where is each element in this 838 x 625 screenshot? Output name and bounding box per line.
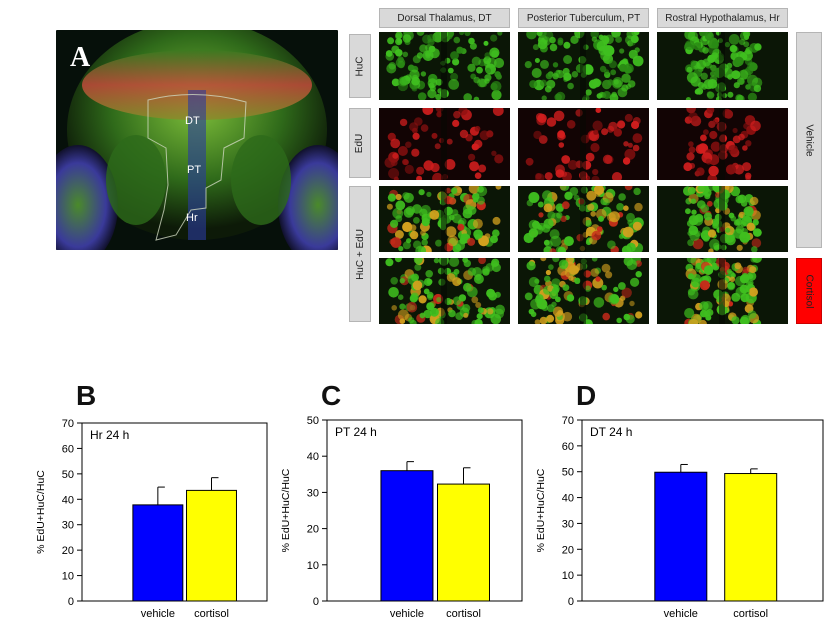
x-tick-label-cortisol: cortisol [733, 608, 768, 620]
chart-c-pt: C 0 10 20 30 40 50 % EdU+HuC/HuC PT 24 h vehicle c… [280, 380, 523, 620]
panel-letter-b: B [76, 380, 96, 411]
y-tick-label: 40 [62, 494, 74, 506]
y-tick-label: 0 [568, 596, 574, 608]
x-tick-label-vehicle: vehicle [664, 608, 698, 620]
micrograph-merge-vehicle-pt [518, 186, 649, 252]
y-tick-label: 0 [313, 596, 319, 608]
y-tick-label: 40 [562, 493, 574, 505]
condition-label-vehicle: Vehicle [796, 32, 822, 248]
column-header-dt: Dorsal Thalamus, DT [379, 8, 510, 28]
y-tick-label: 60 [562, 441, 574, 453]
micrograph-merge-vehicle-dt [379, 186, 510, 252]
y-tick-label: 30 [562, 518, 574, 530]
bar-cortisol [724, 473, 778, 602]
panel-letter-c: C [321, 380, 341, 411]
brain-overview-graphic [56, 30, 338, 250]
micrograph-merge-cortisol-hr [657, 258, 788, 324]
y-axis-label: % EdU+HuC/HuC [35, 470, 47, 554]
x-tick-label-vehicle: vehicle [141, 608, 175, 620]
row-label-huc: HuC [349, 34, 371, 98]
column-header-hr: Rostral Hypothalamus, Hr [657, 8, 788, 28]
y-tick-label: 10 [562, 570, 574, 582]
y-tick-label: 20 [62, 545, 74, 557]
chart-title: DT 24 h [590, 425, 632, 439]
y-tick-label: 10 [307, 560, 319, 572]
chart-d-dt: D 0 10 20 30 40 50 60 70 % EdU+HuC/HuC DT 24 h vehi… [535, 380, 824, 620]
y-tick-label: 30 [62, 520, 74, 532]
y-axis-label: % EdU+HuC/HuC [535, 468, 547, 552]
micrograph-merge-vehicle-hr [657, 186, 788, 252]
y-tick-label: 40 [307, 451, 319, 463]
y-tick-label: 30 [307, 487, 319, 499]
y-tick-label: 60 [62, 443, 74, 455]
micrograph-edu-vehicle-hr [657, 108, 788, 180]
region-label-pt: PT [187, 164, 202, 176]
region-label-hr: Hr [186, 212, 198, 224]
column-header-pt: Posterior Tuberculum, PT [518, 8, 649, 28]
y-tick-label: 0 [68, 596, 74, 608]
y-tick-label: 20 [562, 544, 574, 556]
chart-title: PT 24 h [335, 425, 377, 439]
bar-cortisol [437, 483, 490, 602]
y-tick-label: 10 [62, 571, 74, 583]
brain-overview-image: A DT PT Hr [56, 30, 338, 250]
micrograph-huc-vehicle-pt [518, 32, 649, 100]
y-tick-label: 70 [562, 415, 574, 427]
y-tick-label: 20 [307, 524, 319, 536]
y-tick-label: 50 [62, 469, 74, 481]
chart-title: Hr 24 h [90, 428, 129, 442]
x-tick-label-vehicle: vehicle [390, 608, 424, 620]
region-label-dt: DT [185, 115, 200, 127]
y-axis-label: % EdU+HuC/HuC [280, 468, 292, 552]
micrograph-edu-vehicle-dt [379, 108, 510, 180]
bar-vehicle [132, 504, 184, 602]
micrograph-merge-cortisol-dt [379, 258, 510, 324]
condition-label-cortisol: Cortisol [796, 258, 822, 324]
x-tick-label-cortisol: cortisol [446, 608, 481, 620]
bar-cortisol [186, 489, 237, 602]
y-tick-label: 50 [562, 467, 574, 479]
bar-vehicle [380, 470, 434, 602]
panel-letter-a: A [70, 42, 91, 73]
y-tick-label: 70 [62, 418, 74, 430]
micrograph-edu-vehicle-pt [518, 108, 649, 180]
panel-letter-d: D [576, 380, 596, 411]
chart-b-hr: B 0 10 20 30 40 50 60 70 % EdU+HuC/HuC Hr 24 h vehi… [35, 380, 268, 620]
row-label-huc-edu: HuC + EdU [349, 186, 371, 322]
bar-vehicle [654, 471, 708, 602]
micrograph-huc-vehicle-dt [379, 32, 510, 100]
y-tick-label: 50 [307, 415, 319, 427]
micrograph-merge-cortisol-pt [518, 258, 649, 324]
x-tick-label-cortisol: cortisol [194, 608, 229, 620]
micrograph-huc-vehicle-hr [657, 32, 788, 100]
row-label-edu: EdU [349, 108, 371, 178]
